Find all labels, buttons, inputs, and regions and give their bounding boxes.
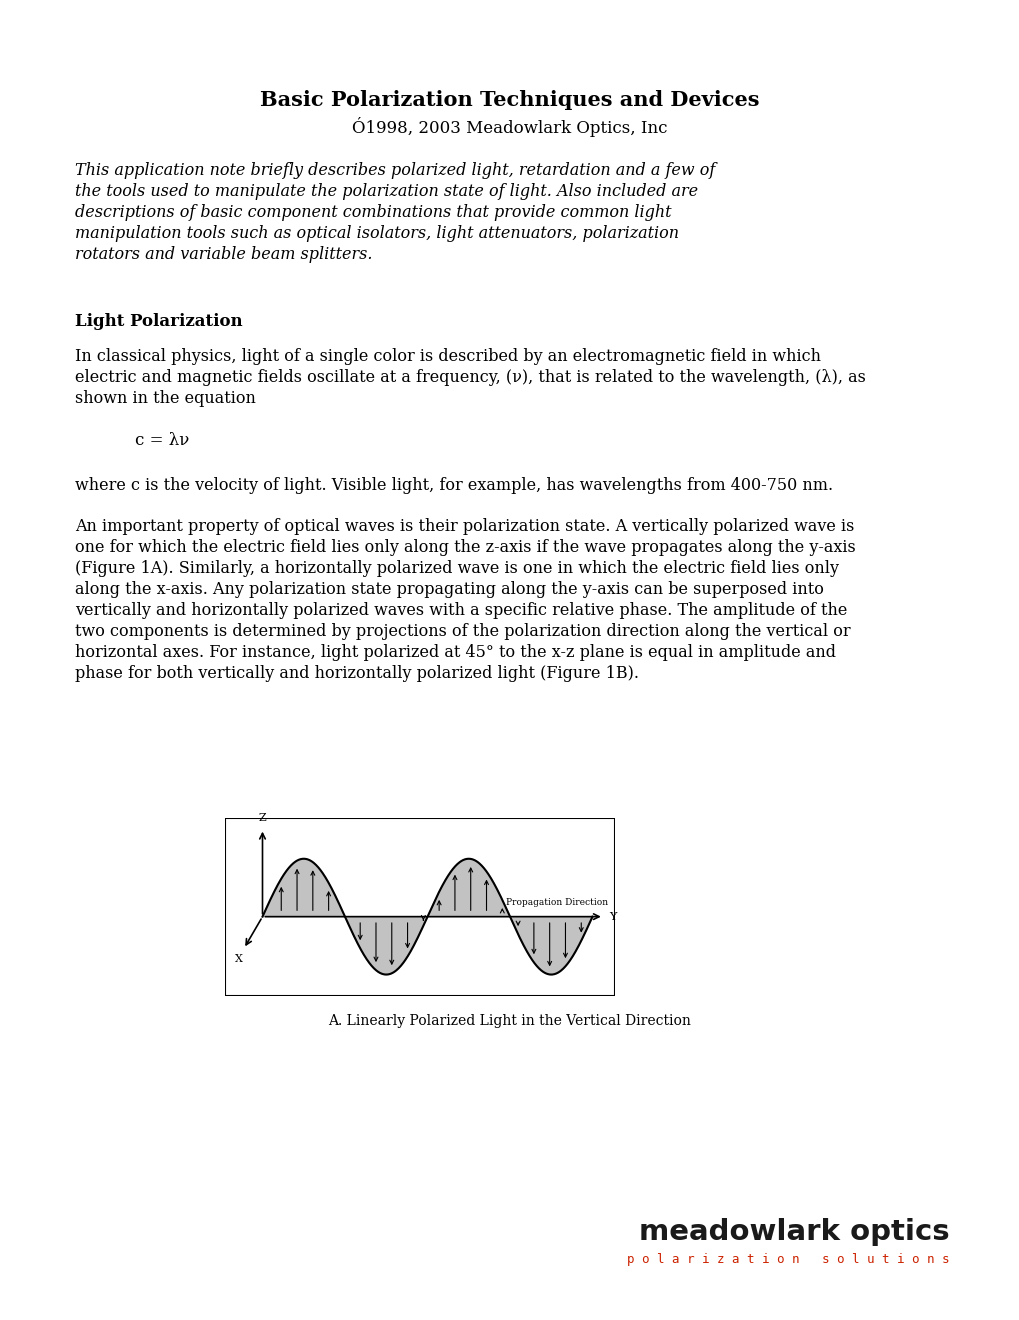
Text: c = λν: c = λν [135,432,190,449]
Text: Light Polarization: Light Polarization [75,313,243,330]
Text: p o l a r i z a t i o n   s o l u t i o n s: p o l a r i z a t i o n s o l u t i o n … [627,1253,949,1266]
Text: Propagation Direction: Propagation Direction [505,898,607,907]
Text: along the x-axis. Any polarization state propagating along the y-axis can be sup: along the x-axis. Any polarization state… [75,581,823,598]
Text: phase for both vertically and horizontally polarized light (Figure 1B).: phase for both vertically and horizontal… [75,665,638,682]
Text: An important property of optical waves is their polarization state. A vertically: An important property of optical waves i… [75,517,854,535]
Text: This application note briefly describes polarized light, retardation and a few o: This application note briefly describes … [75,162,714,180]
Text: rotators and variable beam splitters.: rotators and variable beam splitters. [75,246,372,263]
Text: Ó1998, 2003 Meadowlark Optics, Inc: Ó1998, 2003 Meadowlark Optics, Inc [352,117,667,137]
Text: the tools used to manipulate the polarization state of light. Also included are: the tools used to manipulate the polariz… [75,183,697,201]
Text: manipulation tools such as optical isolators, light attenuators, polarization: manipulation tools such as optical isola… [75,224,679,242]
Text: Y: Y [608,912,616,921]
Text: X: X [235,954,243,965]
Text: two components is determined by projections of the polarization direction along : two components is determined by projecti… [75,623,850,640]
Text: electric and magnetic fields oscillate at a frequency, (ν), that is related to t: electric and magnetic fields oscillate a… [75,370,865,385]
Text: In classical physics, light of a single color is described by an electromagnetic: In classical physics, light of a single … [75,348,820,366]
Text: Z: Z [259,813,266,824]
Text: Basic Polarization Techniques and Devices: Basic Polarization Techniques and Device… [260,90,759,110]
Text: where c is the velocity of light. Visible light, for example, has wavelengths fr: where c is the velocity of light. Visibl… [75,477,833,494]
Text: shown in the equation: shown in the equation [75,389,256,407]
Text: (Figure 1A). Similarly, a horizontally polarized wave is one in which the electr: (Figure 1A). Similarly, a horizontally p… [75,560,839,577]
Text: one for which the electric field lies only along the z-axis if the wave propagat: one for which the electric field lies on… [75,539,855,556]
Text: horizontal axes. For instance, light polarized at 45° to the x-z plane is equal : horizontal axes. For instance, light pol… [75,644,836,661]
Text: meadowlark optics: meadowlark optics [639,1218,949,1246]
Text: vertically and horizontally polarized waves with a specific relative phase. The : vertically and horizontally polarized wa… [75,602,847,619]
Text: A. Linearly Polarized Light in the Vertical Direction: A. Linearly Polarized Light in the Verti… [328,1014,691,1028]
Text: descriptions of basic component combinations that provide common light: descriptions of basic component combinat… [75,205,671,220]
